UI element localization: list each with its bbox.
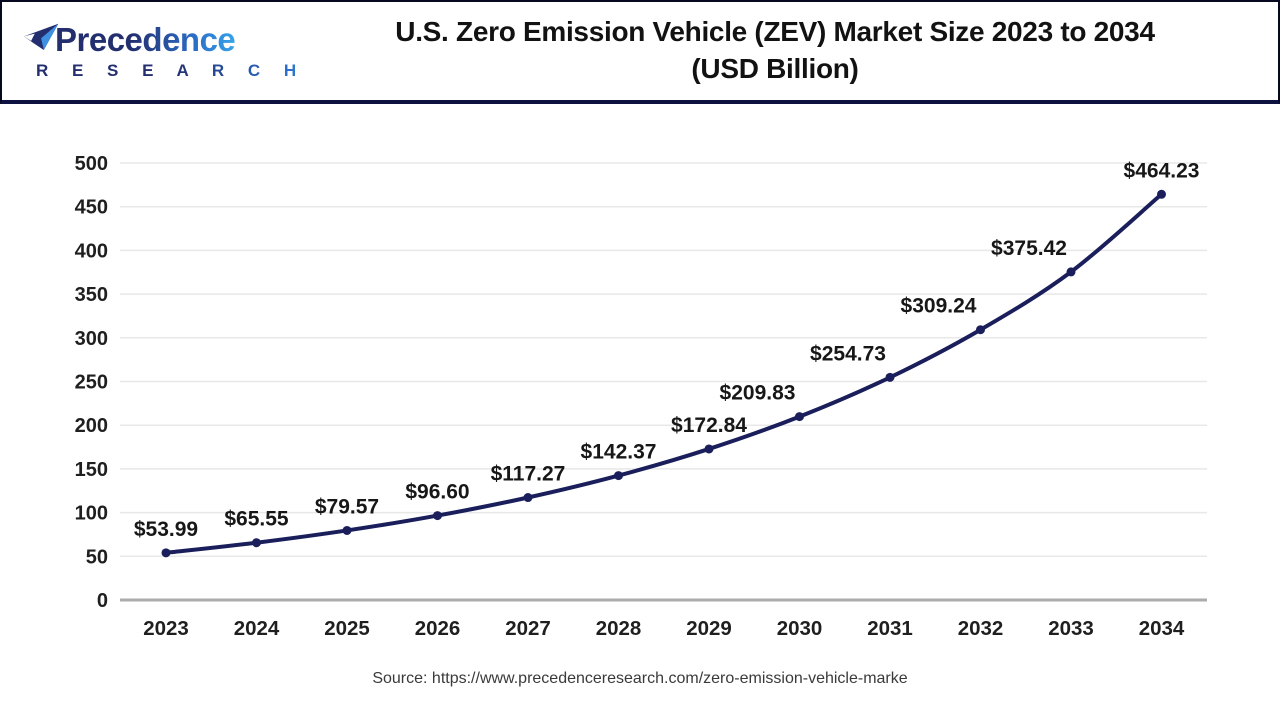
y-tick-label: 450	[75, 197, 108, 219]
data-point	[1157, 189, 1166, 199]
y-tick-label: 200	[75, 415, 108, 437]
header: Precedence R E S E A R C H U.S. Zero Emi…	[0, 0, 1280, 104]
y-tick-label: 300	[75, 328, 108, 350]
data-point	[614, 471, 623, 481]
data-point-label: $117.27	[491, 463, 566, 486]
y-tick-label: 100	[75, 503, 108, 525]
x-tick-label: 2024	[234, 617, 280, 640]
data-point-label: $142.37	[581, 441, 657, 464]
series-line	[164, 192, 1164, 555]
data-point	[795, 412, 804, 422]
x-tick-label: 2025	[324, 617, 370, 640]
data-point-label: $53.99	[134, 518, 198, 541]
logo-brand-text: Precedence	[55, 21, 236, 58]
data-point-label: $464.23	[1124, 159, 1200, 182]
source-citation: Source: https://www.precedenceresearch.c…	[372, 670, 908, 687]
data-point	[433, 511, 442, 521]
data-point	[1066, 267, 1076, 277]
data-point	[885, 372, 895, 382]
chart-canvas: 0 50 100 150 200 250 300 350 400 450 500 2023 2024 20…	[75, 153, 1207, 640]
data-point	[976, 325, 985, 335]
zev-market-line-chart: 0 50 100 150 200 250 300 350 400 450 500 2023 2024 20…	[0, 104, 1280, 664]
data-point-label: $375.42	[991, 237, 1067, 260]
y-tick-label: 350	[75, 284, 108, 306]
data-point	[523, 493, 533, 503]
y-tick-label: 400	[75, 240, 108, 262]
x-tick-label: 2033	[1048, 617, 1094, 640]
chart-title-line1: U.S. Zero Emission Vehicle (ZEV) Market …	[395, 16, 1155, 48]
x-tick-label: 2026	[415, 617, 461, 640]
y-tick-label: 50	[86, 546, 108, 568]
data-point	[252, 538, 261, 548]
x-tick-label: 2030	[777, 617, 823, 640]
data-point-label: $79.57	[315, 495, 379, 518]
x-tick-label: 2032	[958, 617, 1004, 640]
data-point-label: $209.83	[720, 382, 796, 405]
data-point	[161, 548, 171, 558]
logo-subbrand-text: R E S E A R C H	[36, 62, 332, 79]
y-tick-label: 150	[75, 459, 108, 481]
paper-plane-icon	[23, 23, 59, 50]
y-tick-label: 0	[97, 590, 108, 612]
data-point	[704, 444, 714, 454]
x-tick-label: 2027	[505, 617, 551, 640]
data-point-label: $65.55	[224, 508, 289, 531]
x-tick-label: 2031	[867, 617, 913, 640]
precedence-research-logo: Precedence R E S E A R C H	[2, 23, 332, 79]
y-tick-label: 250	[75, 372, 108, 394]
data-point-label: $172.84	[671, 414, 747, 437]
data-point-label: $96.60	[405, 481, 469, 504]
chart-title-line2: (USD Billion)	[691, 53, 859, 84]
data-point	[342, 525, 352, 535]
y-tick-label: 500	[75, 153, 108, 175]
data-point-label: $309.24	[901, 295, 977, 318]
chart-title: U.S. Zero Emission Vehicle (ZEV) Market …	[332, 14, 1278, 88]
x-tick-label: 2023	[143, 617, 189, 640]
data-point-label: $254.73	[810, 342, 886, 365]
x-tick-label: 2029	[686, 617, 732, 640]
x-tick-label: 2034	[1139, 617, 1185, 640]
x-tick-label: 2028	[596, 617, 642, 640]
